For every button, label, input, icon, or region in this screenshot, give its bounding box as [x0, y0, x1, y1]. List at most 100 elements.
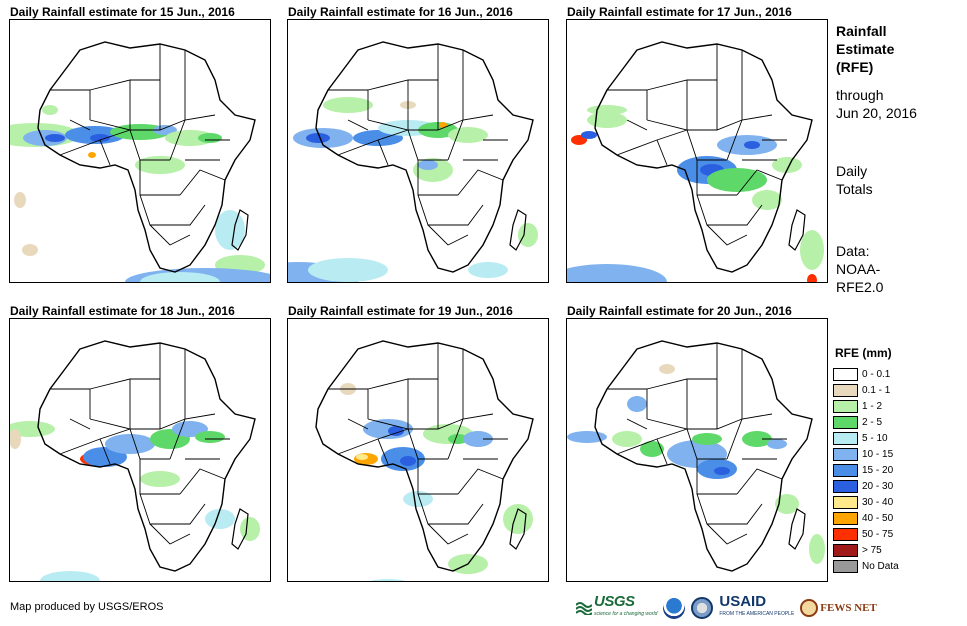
africa-coastline: [594, 340, 813, 572]
rainfall-area: [448, 127, 488, 143]
side-through: through Jun 20, 2016: [836, 86, 917, 122]
rainfall-area: [140, 272, 220, 282]
legend-swatch: [833, 463, 858, 477]
country-border: [626, 119, 648, 131]
usgs-tagline: science for a changing world: [594, 611, 658, 617]
country-border: [646, 378, 717, 390]
country-border: [69, 418, 91, 430]
rainfall-map: [9, 318, 271, 582]
legend-label: No Data: [862, 560, 899, 572]
rainfall-area: [165, 130, 215, 146]
legend-item: 50 - 75: [833, 526, 953, 542]
legend-label: 20 - 30: [862, 480, 894, 492]
rainfall-area: [306, 133, 330, 143]
credit-text: Map produced by USGS/EROS: [10, 601, 164, 613]
rainfall-area: [153, 125, 177, 135]
country-border: [696, 493, 763, 525]
legend-item: 5 - 10: [833, 430, 953, 446]
legend-label: 0.1 - 1: [862, 384, 891, 396]
country-border: [347, 119, 369, 131]
legend-label: 50 - 75: [862, 528, 894, 540]
legend-label: 2 - 5: [862, 416, 883, 428]
legend-item: 0 - 0.1: [833, 366, 953, 382]
usgs-wordmark: USGS: [594, 593, 635, 610]
legend-label: 0 - 0.1: [862, 368, 891, 380]
country-border: [179, 468, 226, 495]
africa-coastline: [315, 41, 534, 273]
doi-logo: [691, 597, 714, 619]
legend-swatch: [833, 479, 858, 493]
rainfall-area: [807, 274, 817, 282]
legend-label: 40 - 50: [862, 512, 894, 524]
country-border: [367, 378, 438, 390]
legend-swatch: [833, 543, 858, 557]
panel-title: Daily Rainfall estimate for 17 Jun., 201…: [567, 5, 792, 19]
country-border: [656, 438, 668, 465]
country-border: [417, 493, 484, 525]
usaid-wordmark: USAID: [719, 593, 767, 610]
country-border: [149, 523, 191, 545]
panel-title: Daily Rainfall estimate for 18 Jun., 201…: [10, 304, 235, 318]
rainfall-area: [468, 262, 508, 278]
rainfall-area: [581, 131, 597, 139]
legend-label: 15 - 20: [862, 464, 894, 476]
logo-strip: USGS science for a changing world USAID …: [576, 594, 877, 622]
rainfall-area: [356, 454, 368, 460]
country-border: [447, 119, 464, 161]
rainfall-area: [772, 157, 802, 173]
legend-item: 2 - 5: [833, 414, 953, 430]
rainfall-area: [205, 509, 235, 529]
fewsnet-logo: FEWS NET: [800, 599, 877, 617]
country-border: [149, 224, 191, 246]
rainfall-area: [40, 571, 100, 581]
legend-item: 30 - 40: [833, 494, 953, 510]
rainfall-area: [439, 122, 447, 128]
legend: RFE (mm) 0 - 0.1 0.1 - 1 1 - 2 2 - 5 5 - 10 1…: [833, 346, 953, 574]
country-border: [377, 139, 389, 166]
country-border: [89, 413, 216, 430]
africa-map-svg: [567, 340, 825, 572]
rainfall-area: [659, 364, 675, 374]
panel-title: Daily Rainfall estimate for 19 Jun., 201…: [288, 304, 513, 318]
rainfall-area: [90, 134, 110, 142]
africa-map-svg: [10, 41, 270, 282]
legend-swatch: [833, 431, 858, 445]
legend-item: 20 - 30: [833, 478, 953, 494]
rainfall-area: [767, 439, 787, 449]
country-border: [169, 119, 186, 161]
side-title-line: Estimate: [836, 41, 895, 57]
rainfall-area: [135, 156, 185, 174]
country-border: [427, 224, 469, 246]
country-border: [99, 438, 111, 465]
rainfall-panel-20-jun: Daily Rainfall estimate for 20 Jun., 201…: [566, 304, 828, 582]
side-title-line: Rainfall: [836, 23, 887, 39]
rainfall-map: [9, 19, 271, 283]
rainfall-area: [742, 431, 772, 447]
madagascar-outline: [509, 508, 527, 550]
country-border: [457, 468, 504, 495]
rainfall-panel-16-jun: Daily Rainfall estimate for 16 Jun., 201…: [287, 5, 549, 283]
country-border: [417, 194, 484, 226]
legend-swatch: [833, 527, 858, 541]
country-border: [179, 169, 226, 196]
madagascar-outline: [231, 508, 249, 550]
legend-swatch: [833, 399, 858, 413]
rainfall-area: [752, 190, 782, 210]
africa-coastline: [37, 41, 256, 273]
side-title-line: (RFE): [836, 59, 874, 75]
country-border: [457, 169, 504, 196]
legend-item: 40 - 50: [833, 510, 953, 526]
fewsnet-globe-icon: [800, 599, 819, 617]
rainfall-area: [692, 433, 722, 445]
country-border: [646, 79, 717, 91]
legend-swatch: [833, 495, 858, 509]
usgs-wave-icon: [576, 602, 592, 615]
noaa-logo: [663, 597, 686, 619]
africa-map-svg: [315, 340, 534, 581]
country-border: [656, 139, 668, 166]
country-border: [616, 129, 688, 156]
country-border: [706, 224, 748, 246]
rainfall-area: [323, 97, 373, 113]
rainfall-area: [22, 244, 38, 256]
rainfall-map: [566, 318, 828, 582]
